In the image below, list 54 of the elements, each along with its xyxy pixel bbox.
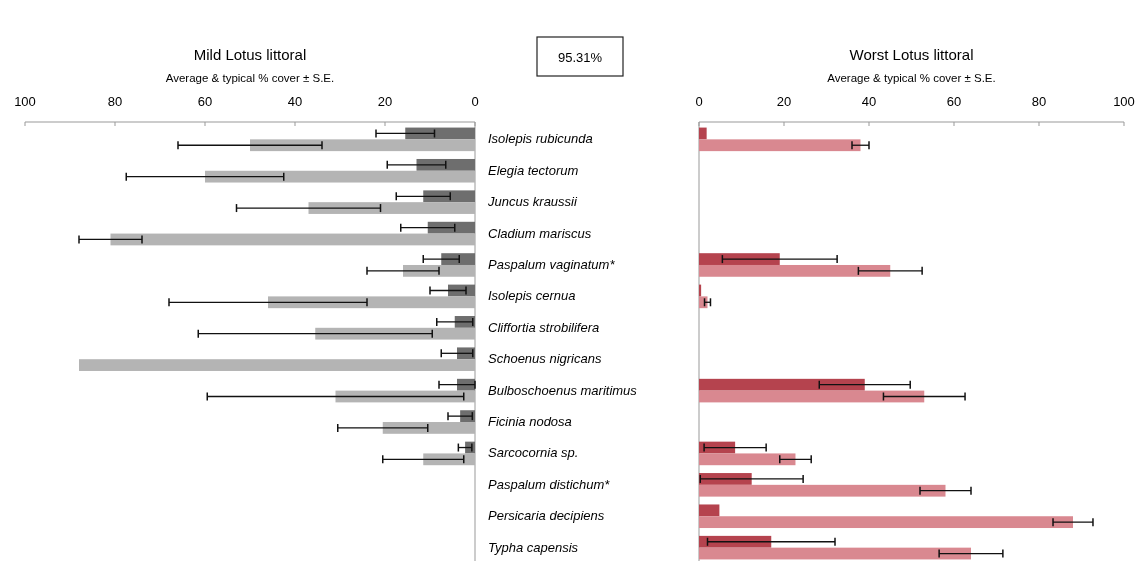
x-tick-label: 100 xyxy=(1113,94,1135,109)
x-tick-label: 40 xyxy=(287,94,303,109)
bar xyxy=(699,547,971,560)
chart-title: Worst Lotus littoral xyxy=(849,46,974,63)
text: 95.31% xyxy=(557,50,603,65)
x-axis-title: Average & typical % cover ± S.E. xyxy=(827,72,996,84)
bar xyxy=(423,453,475,466)
bar xyxy=(110,233,475,246)
y-tick-label: Isolepis cernua xyxy=(488,288,576,304)
y-tick-label: Bulboschoenus maritimus xyxy=(488,382,638,398)
y-tick-label: Typha capensis xyxy=(488,539,579,555)
y-tick-label: Persicaria decipiens xyxy=(488,508,605,524)
x-tick-label: 60 xyxy=(197,94,213,109)
x-tick-label: 0 xyxy=(695,94,703,109)
y-tick-label: Cliffortia strobilifera xyxy=(488,319,600,335)
bar xyxy=(423,190,475,203)
bar xyxy=(382,422,475,434)
bar xyxy=(699,127,707,140)
y-tick-label: Paspalum vaginatum* xyxy=(488,256,616,272)
bar xyxy=(79,359,475,371)
y-tick-label: Sarcocornia sp. xyxy=(488,445,579,461)
bar xyxy=(699,264,891,277)
x-axis-title: Average & typical % cover ± S.E. xyxy=(165,72,335,84)
bar xyxy=(699,378,865,391)
chart-title: Mild Lotus littoral xyxy=(193,46,307,63)
bar xyxy=(699,484,946,497)
bar xyxy=(699,453,796,466)
y-tick-label: Juncus kraussii xyxy=(487,194,578,210)
x-tick-label: 100 xyxy=(14,94,36,109)
bar xyxy=(699,516,1073,529)
y-tick-label: Elegia tectorum xyxy=(488,162,579,178)
y-tick-label: Ficinia nodosa xyxy=(488,414,572,430)
x-tick-label: 80 xyxy=(1031,94,1047,109)
x-tick-label: 80 xyxy=(107,94,123,109)
bar xyxy=(308,202,475,214)
bar xyxy=(699,390,925,403)
bar xyxy=(250,139,475,152)
y-tick-label: Isolepis rubicunda xyxy=(488,131,593,147)
bar xyxy=(427,221,475,234)
bar xyxy=(315,327,475,340)
y-tick-label: Paspalum distichum* xyxy=(488,476,611,492)
bar xyxy=(699,139,861,152)
x-tick-label: 60 xyxy=(946,94,962,109)
bar xyxy=(699,504,720,517)
y-tick-label: Cladium mariscus xyxy=(488,225,592,241)
x-tick-label: 0 xyxy=(471,94,479,109)
x-tick-label: 40 xyxy=(861,94,877,109)
y-tick-label: Schoenus nigricans xyxy=(488,351,602,367)
bar xyxy=(405,127,475,140)
x-tick-label: 20 xyxy=(377,94,393,109)
bar xyxy=(268,296,475,309)
bar xyxy=(205,170,475,183)
bar xyxy=(699,535,772,548)
x-tick-label: 20 xyxy=(776,94,792,109)
